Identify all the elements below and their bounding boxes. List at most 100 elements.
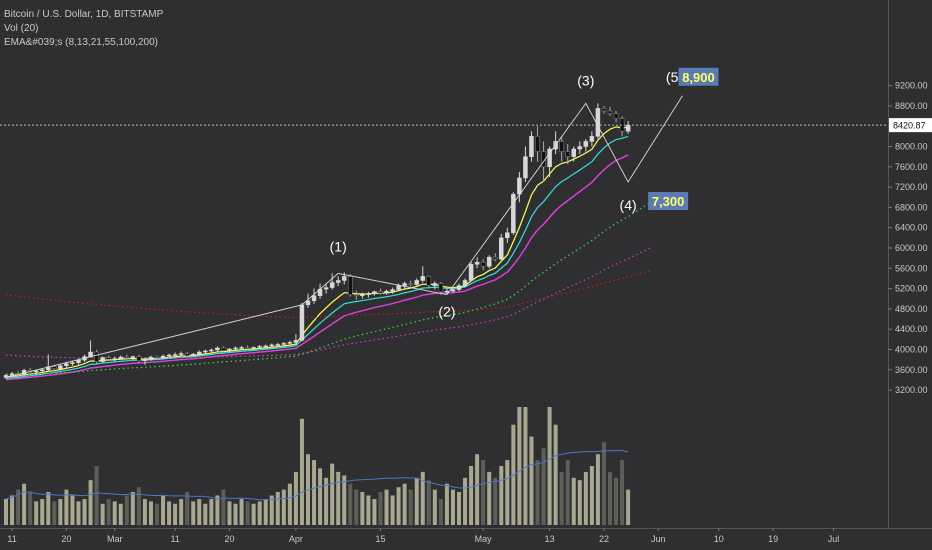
time-tick-label: 19 [768, 534, 778, 544]
candle-body [100, 357, 105, 362]
candle-body [625, 124, 631, 132]
volume-bar [34, 501, 39, 525]
volume-bar [245, 501, 250, 525]
candle-body [396, 285, 401, 290]
volume-bar [52, 501, 57, 525]
candle-body [142, 359, 148, 361]
volume-bar [106, 499, 111, 525]
time-tick-label: Apr [289, 534, 303, 544]
ema-21-line [5, 154, 629, 381]
ema-200-line [5, 269, 653, 319]
volume-bar [209, 499, 214, 525]
candle-body [287, 342, 293, 344]
candle-body [335, 280, 341, 283]
candle-body [64, 363, 69, 366]
legend-ema[interactable]: EMA&#039;s (8,13,21,55,100,200) [4, 37, 158, 48]
volume-bar [426, 480, 431, 525]
time-tick-label: 20 [224, 534, 234, 544]
volume-bar [457, 491, 461, 525]
volume-bar [553, 424, 558, 525]
volume-bar [438, 499, 443, 525]
price-tick-label: 8800.00 [895, 101, 928, 111]
volume-bar [324, 477, 329, 525]
candle-body [390, 289, 395, 292]
candle-body [293, 340, 299, 343]
volume-bar [155, 503, 159, 525]
target-wave-4-box [648, 192, 689, 211]
volume-bar [535, 460, 540, 525]
candle-body [281, 343, 287, 345]
volume-bar [408, 489, 413, 525]
candle-body [408, 283, 413, 285]
volume-bar [257, 501, 262, 525]
candle-body [456, 285, 462, 290]
current-price-tag [889, 118, 932, 133]
time-tick-label: May [475, 534, 493, 544]
candle-body [613, 113, 619, 119]
volume-bar [112, 501, 117, 525]
price-tick-label: 4000.00 [895, 345, 928, 355]
volume-bar [215, 495, 220, 525]
candle-body [323, 287, 329, 290]
volume-bar [233, 503, 238, 525]
volume-bar [541, 448, 546, 525]
price-tick-label: 6800.00 [895, 202, 928, 212]
candle-body [166, 354, 172, 357]
time-tick-label: 22 [599, 534, 609, 544]
candle-body [511, 193, 516, 234]
price-tick-label: 8000.00 [895, 142, 928, 152]
candle-body [275, 344, 281, 346]
price-tick-label: 6000.00 [895, 243, 928, 253]
candle-body [33, 370, 39, 373]
candle-body [601, 108, 607, 112]
candle-body [112, 358, 117, 360]
price-tick-label: 7600.00 [895, 162, 928, 172]
volume-bar [239, 499, 244, 525]
candle-body [492, 256, 498, 260]
volume-bar [517, 407, 522, 525]
candle-body [529, 136, 534, 157]
legend-volume[interactable]: Vol (20) [4, 23, 39, 34]
volume-bar [487, 471, 492, 525]
volume-bar [46, 491, 51, 525]
candle-body [414, 280, 419, 285]
volume-bar [221, 489, 226, 525]
current-price-label: 8420.87 [893, 121, 926, 131]
candle-body [160, 355, 166, 359]
candle-body [535, 136, 540, 152]
volume-bar [330, 463, 335, 525]
candle-body [559, 141, 564, 152]
candle-body [378, 291, 383, 294]
volume-bar [577, 480, 582, 525]
candle-body [58, 365, 63, 370]
volume-bar [167, 501, 172, 525]
candle-body [474, 261, 480, 265]
candle-body [462, 280, 468, 286]
time-tick-label: Mar [107, 534, 123, 544]
volume-bar [372, 499, 377, 525]
volume-bar [22, 483, 27, 525]
volume-bar [463, 477, 468, 525]
candle-body [348, 276, 353, 295]
legend-symbol[interactable]: Bitcoin / U.S. Dollar, 1D, BITSTAMP [4, 9, 164, 20]
candle-body [130, 356, 136, 359]
volume-bar [287, 483, 292, 525]
candle-body [426, 276, 432, 286]
volume-bar [318, 468, 323, 525]
volume-bar [565, 460, 570, 525]
volume-bar [595, 454, 600, 525]
volume-bar [559, 471, 564, 525]
time-tick-label: 10 [714, 534, 724, 544]
candle-body [39, 369, 45, 372]
volume-bar [4, 499, 8, 525]
candle-body [251, 347, 256, 349]
candle-body [154, 356, 160, 359]
wave-label: (2) [438, 304, 455, 320]
volume-bar [179, 499, 184, 525]
candle-body [215, 347, 220, 351]
candle-body [547, 148, 552, 168]
